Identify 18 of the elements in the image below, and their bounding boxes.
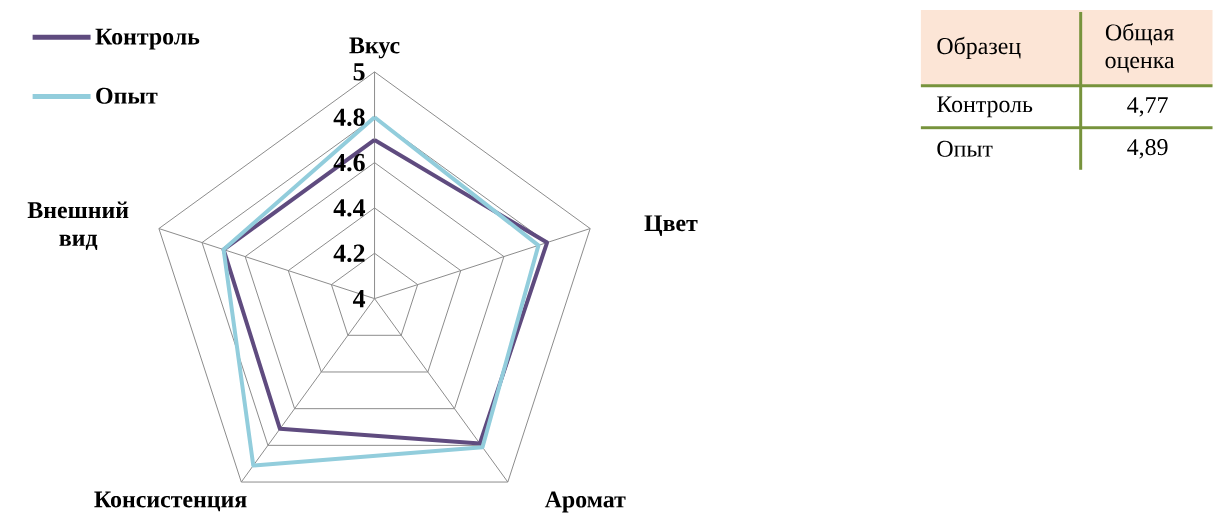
y-tick-label: 4.8 — [333, 108, 365, 126]
category-label: Контроль — [937, 96, 1033, 118]
legend-label: Контроль — [95, 28, 200, 50]
y-tick-label: 5 — [353, 63, 365, 81]
spoke-label: Вкус — [349, 37, 400, 59]
spoke-label: Аромат — [544, 491, 626, 513]
legend-label: Опыт — [96, 87, 158, 104]
spoke-label: Цвет — [644, 215, 698, 236]
y-tick-label: 4.2 — [333, 244, 365, 262]
text: 4,77 — [1127, 96, 1168, 117]
text: Общая оценка — [1105, 22, 1175, 73]
spoke-label: Консистенция — [94, 491, 247, 512]
category-label: Опыт — [937, 140, 993, 157]
spoke-label: Внешний вид — [27, 201, 129, 250]
text: 4,89 — [1127, 138, 1168, 159]
y-tick-label: 4.4 — [333, 199, 366, 217]
y-tick-label: 4 — [352, 289, 366, 307]
text: Образец — [937, 36, 1021, 59]
